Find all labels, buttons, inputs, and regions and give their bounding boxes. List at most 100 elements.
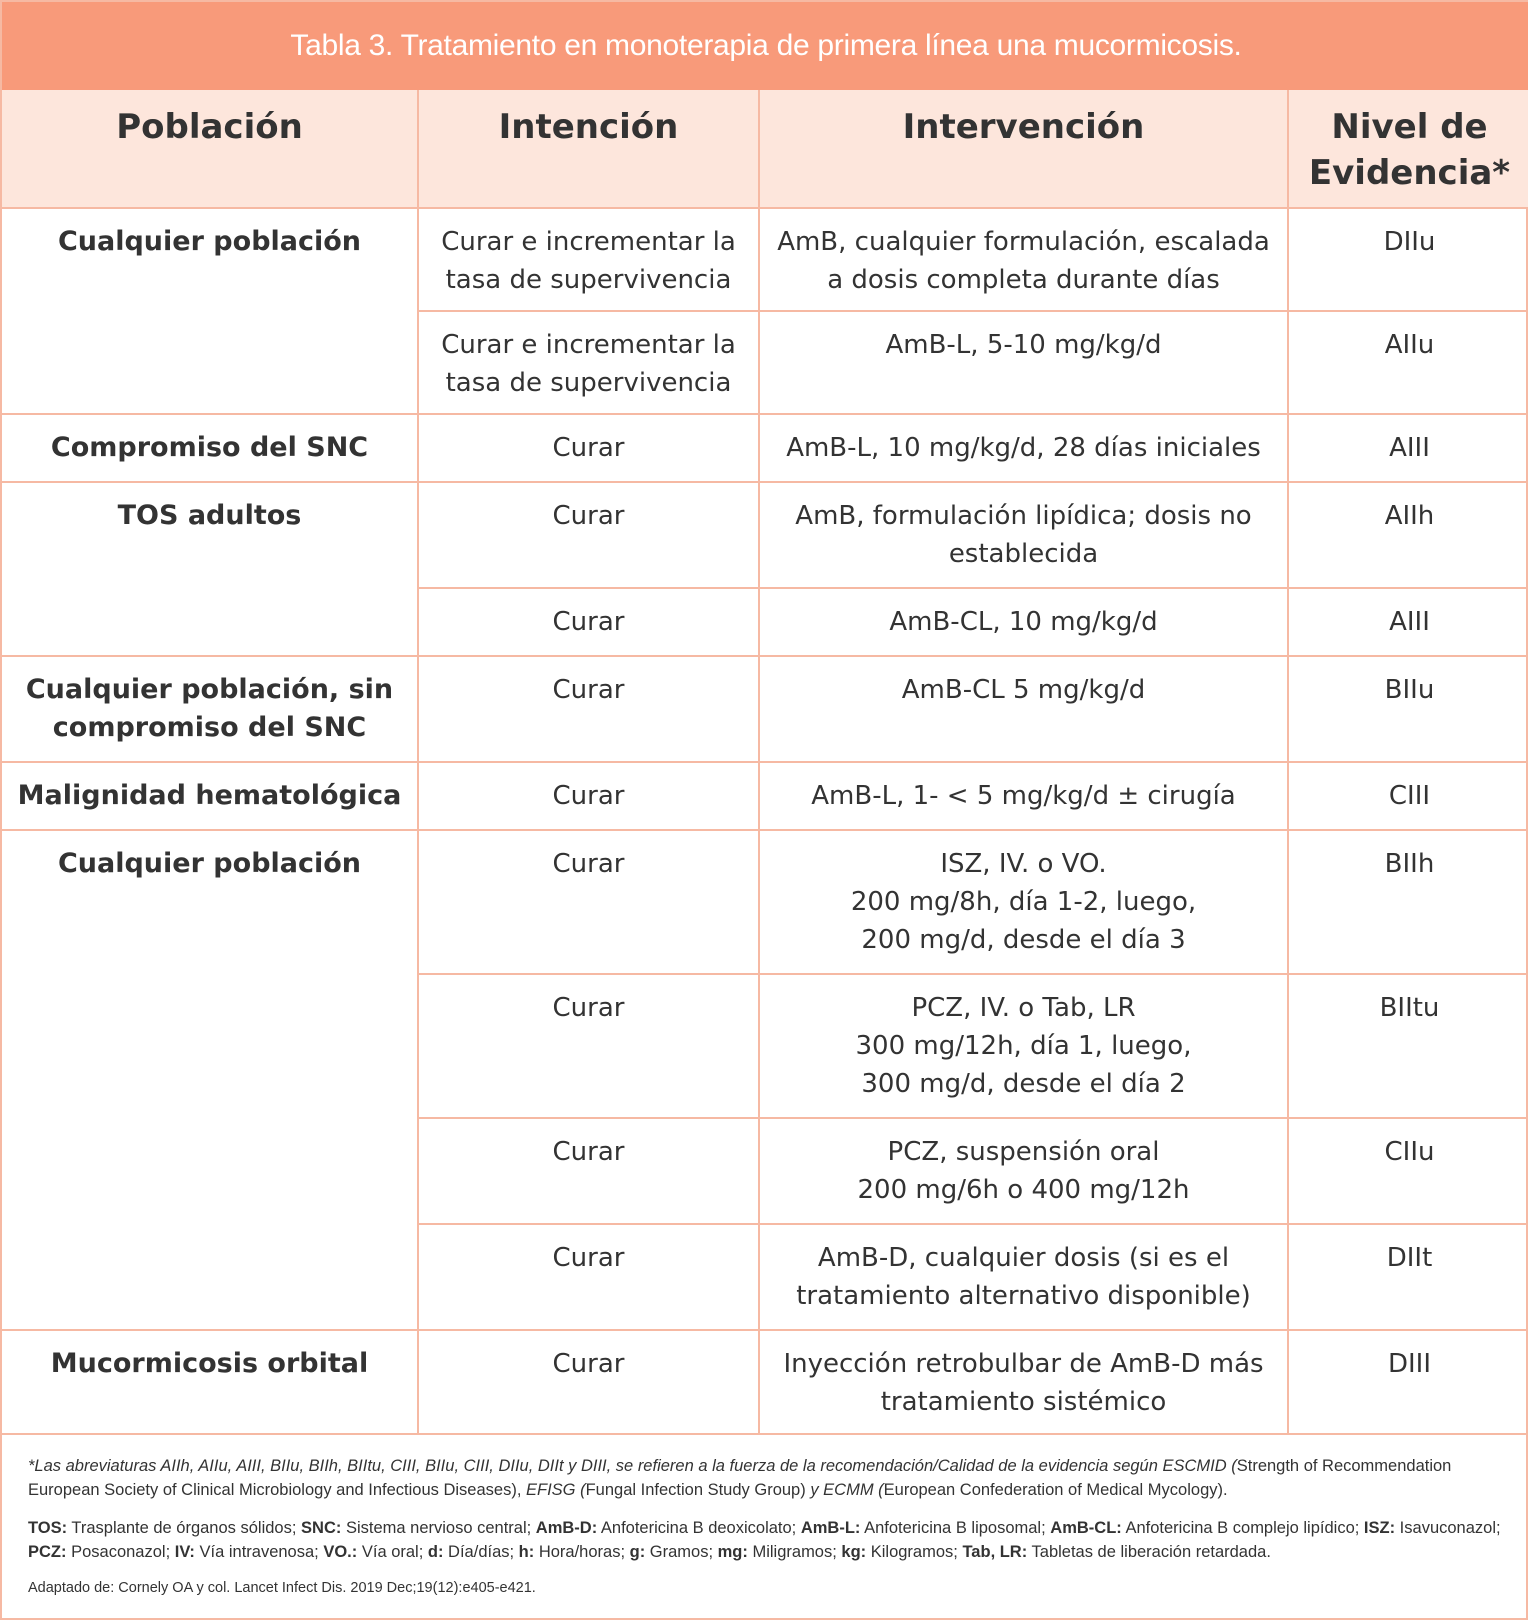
abbreviation-term: VO.: bbox=[323, 1543, 358, 1561]
evidence-cell: BIIu bbox=[1287, 655, 1528, 763]
intention-line: Curar bbox=[552, 1243, 625, 1273]
abbreviation-def: Anfotericina B complejo lipídico; bbox=[1121, 1519, 1364, 1537]
footnote-text: EFISG ( bbox=[526, 1481, 586, 1499]
intention-line: tasa de supervivencia bbox=[445, 368, 732, 398]
table-row: Cualquier población Curar ISZ, IV. o VO.… bbox=[2, 829, 1528, 1331]
population-label: Cualquier población bbox=[57, 848, 362, 879]
intervention-line: ISZ, IV. o VO. bbox=[940, 849, 1107, 879]
evidence-cell: DIIu bbox=[1287, 207, 1528, 312]
population-label: Mucormicosis orbital bbox=[50, 1348, 369, 1379]
population-cell: TOS adultos bbox=[2, 481, 419, 657]
evidence-cell: AIIu bbox=[1287, 310, 1528, 415]
population-cell: Mucormicosis orbital bbox=[2, 1329, 419, 1435]
intervention-line: establecida bbox=[948, 539, 1099, 569]
intention-cell: Curar bbox=[418, 1117, 760, 1225]
footnote-text: y ECMM ( bbox=[810, 1481, 884, 1499]
population-cell: Cualquier población bbox=[2, 207, 419, 415]
intervention-cell: PCZ, suspensión oral 200 mg/6h o 400 mg/1… bbox=[758, 1117, 1289, 1225]
table-notes: *Las abreviaturas AIIh, AIIu, AIII, BIIu… bbox=[28, 1454, 1506, 1614]
footnote-text: *Las abreviaturas AIIh, AIIu, AIII, BIIu… bbox=[28, 1457, 1237, 1475]
intervention-line: AmB-CL, 10 mg/kg/d bbox=[889, 607, 1158, 637]
evidence-cell: BIItu bbox=[1287, 973, 1528, 1119]
evidence-cell: CIIu bbox=[1287, 1117, 1528, 1225]
intervention-cell: Inyección retrobulbar de AmB-D más tratam… bbox=[758, 1329, 1289, 1435]
population-cell: Cualquier población, sin compromiso del S… bbox=[2, 655, 419, 763]
evidence-cell: AIIh bbox=[1287, 481, 1528, 589]
table-row: Curar PCZ, suspensión oral 200 mg/6h o 40… bbox=[2, 1117, 1528, 1225]
evidence-cell: DIII bbox=[1287, 1329, 1528, 1435]
intention-cell: Curar bbox=[418, 1223, 760, 1331]
intention-line: Curar bbox=[552, 607, 625, 637]
abbreviation-def: Hora/horas; bbox=[534, 1543, 630, 1561]
intervention-line: 300 mg/d, desde el día 2 bbox=[861, 1069, 1186, 1099]
intervention-line: AmB, cualquier formulación, escalada bbox=[777, 227, 1270, 257]
intention-cell: Curar bbox=[418, 587, 760, 657]
abbreviation-term: h: bbox=[518, 1543, 535, 1561]
intervention-line: AmB, formulación lipídica; dosis no bbox=[795, 501, 1252, 531]
intervention-line: tratamiento sistémico bbox=[880, 1387, 1167, 1417]
abbreviation-def: Isavuconazol; bbox=[1395, 1519, 1501, 1537]
population-label: Cualquier población bbox=[57, 226, 362, 257]
abbreviation-def: Trasplante de órganos sólidos; bbox=[67, 1519, 302, 1537]
intervention-line: AmB-L, 1- < 5 mg/kg/d ± cirugía bbox=[811, 781, 1236, 811]
table-row: Curar AmB-D, cualquier dosis (si es el tr… bbox=[2, 1223, 1528, 1331]
abbreviation-def: Kilogramos; bbox=[866, 1543, 963, 1561]
abbreviation-term: Tab, LR: bbox=[962, 1543, 1028, 1561]
header-row: Población Intención Intervención Nivel d… bbox=[2, 90, 1528, 208]
intervention-cell: AmB-CL, 10 mg/kg/d bbox=[758, 587, 1289, 657]
abbreviation-def: Anfotericina B deoxicolato; bbox=[597, 1519, 801, 1537]
abbreviation-def: Vía oral; bbox=[357, 1543, 428, 1561]
evidence-cell: BIIh bbox=[1287, 829, 1528, 975]
intervention-line: a dosis completa durante días bbox=[827, 265, 1220, 295]
header-intervention: Intervención bbox=[758, 90, 1289, 208]
abbreviation-def: Gramos; bbox=[645, 1543, 718, 1561]
intention-line: tasa de supervivencia bbox=[445, 265, 732, 295]
intervention-cell: AmB-L, 1- < 5 mg/kg/d ± cirugía bbox=[758, 761, 1289, 831]
population-cell: Cualquier población bbox=[2, 829, 419, 1331]
intervention-cell: AmB-D, cualquier dosis (si es el tratamie… bbox=[758, 1223, 1289, 1331]
table-row: Compromiso del SNC Curar AmB-L, 10 mg/kg… bbox=[2, 413, 1528, 483]
abbreviation-def: Día/días; bbox=[443, 1543, 519, 1561]
intention-cell: Curar bbox=[417, 761, 760, 831]
table-row: TOS adultos Curar AmB, formulación lipíd… bbox=[2, 481, 1528, 657]
table-row: Cualquier población Curar e incrementar … bbox=[2, 207, 1528, 415]
intention-cell: Curar bbox=[417, 413, 760, 483]
intention-line: Curar bbox=[552, 501, 625, 531]
population-line: Cualquier población, sin bbox=[25, 674, 394, 705]
intention-line: Curar bbox=[552, 675, 625, 705]
intention-line: Curar bbox=[552, 1137, 625, 1167]
abbreviation-term: TOS: bbox=[28, 1519, 68, 1537]
intention-line: Curar bbox=[552, 1349, 625, 1379]
evidence-cell: AIII bbox=[1287, 413, 1528, 483]
intervention-line: 200 mg/d, desde el día 3 bbox=[861, 925, 1186, 955]
intention-cell: Curar bbox=[417, 829, 760, 975]
table-row: Curar e incrementar la tasa de superviven… bbox=[2, 310, 1528, 415]
intention-cell: Curar bbox=[418, 973, 760, 1119]
intervention-cell: AmB-CL 5 mg/kg/d bbox=[758, 655, 1289, 763]
population-label: Malignidad hematológica bbox=[17, 780, 402, 811]
abbreviation-term: AmB-D: bbox=[535, 1519, 598, 1537]
intervention-cell: AmB, formulación lipídica; dosis no estab… bbox=[758, 481, 1289, 589]
intervention-line: 200 mg/8h, día 1-2, luego, bbox=[850, 887, 1197, 917]
table-row: Mucormicosis orbital Curar Inyección ret… bbox=[2, 1329, 1528, 1435]
intention-line: Curar bbox=[552, 433, 625, 463]
intention-cell: Curar e incrementar la tasa de superviven… bbox=[418, 310, 760, 415]
table-row: Curar AmB-CL, 10 mg/kg/d AIII bbox=[2, 587, 1528, 657]
abbreviation-def: Anfotericina B liposomal; bbox=[860, 1519, 1051, 1537]
intervention-cell: AmB-L, 5-10 mg/kg/d bbox=[758, 310, 1289, 415]
population-label: Compromiso del SNC bbox=[50, 432, 369, 463]
header-evidence-label: Nivel de Evidencia* bbox=[1308, 107, 1511, 193]
intervention-line: PCZ, suspensión oral bbox=[887, 1137, 1160, 1167]
footnote-text: Strength of Recommendation European Soci… bbox=[28, 1457, 1452, 1499]
abbreviation-def: Vía intravenosa; bbox=[194, 1543, 324, 1561]
intervention-line: AmB-CL 5 mg/kg/d bbox=[901, 675, 1146, 705]
intervention-line: tratamiento alternativo disponible) bbox=[796, 1281, 1251, 1311]
intervention-line: 200 mg/6h o 400 mg/12h bbox=[857, 1175, 1190, 1205]
abbreviation-term: AmB-CL: bbox=[1050, 1519, 1122, 1537]
table-row: Cualquier población, sin compromiso del S… bbox=[2, 655, 1528, 763]
abbreviation-def: Sistema nervioso central; bbox=[341, 1519, 536, 1537]
intention-line: Curar bbox=[552, 849, 625, 879]
population-cell: Malignidad hematológica bbox=[2, 761, 419, 831]
intervention-line: Inyección retrobulbar de AmB-D más bbox=[783, 1349, 1264, 1379]
header-evidence: Nivel de Evidencia* bbox=[1287, 90, 1528, 208]
